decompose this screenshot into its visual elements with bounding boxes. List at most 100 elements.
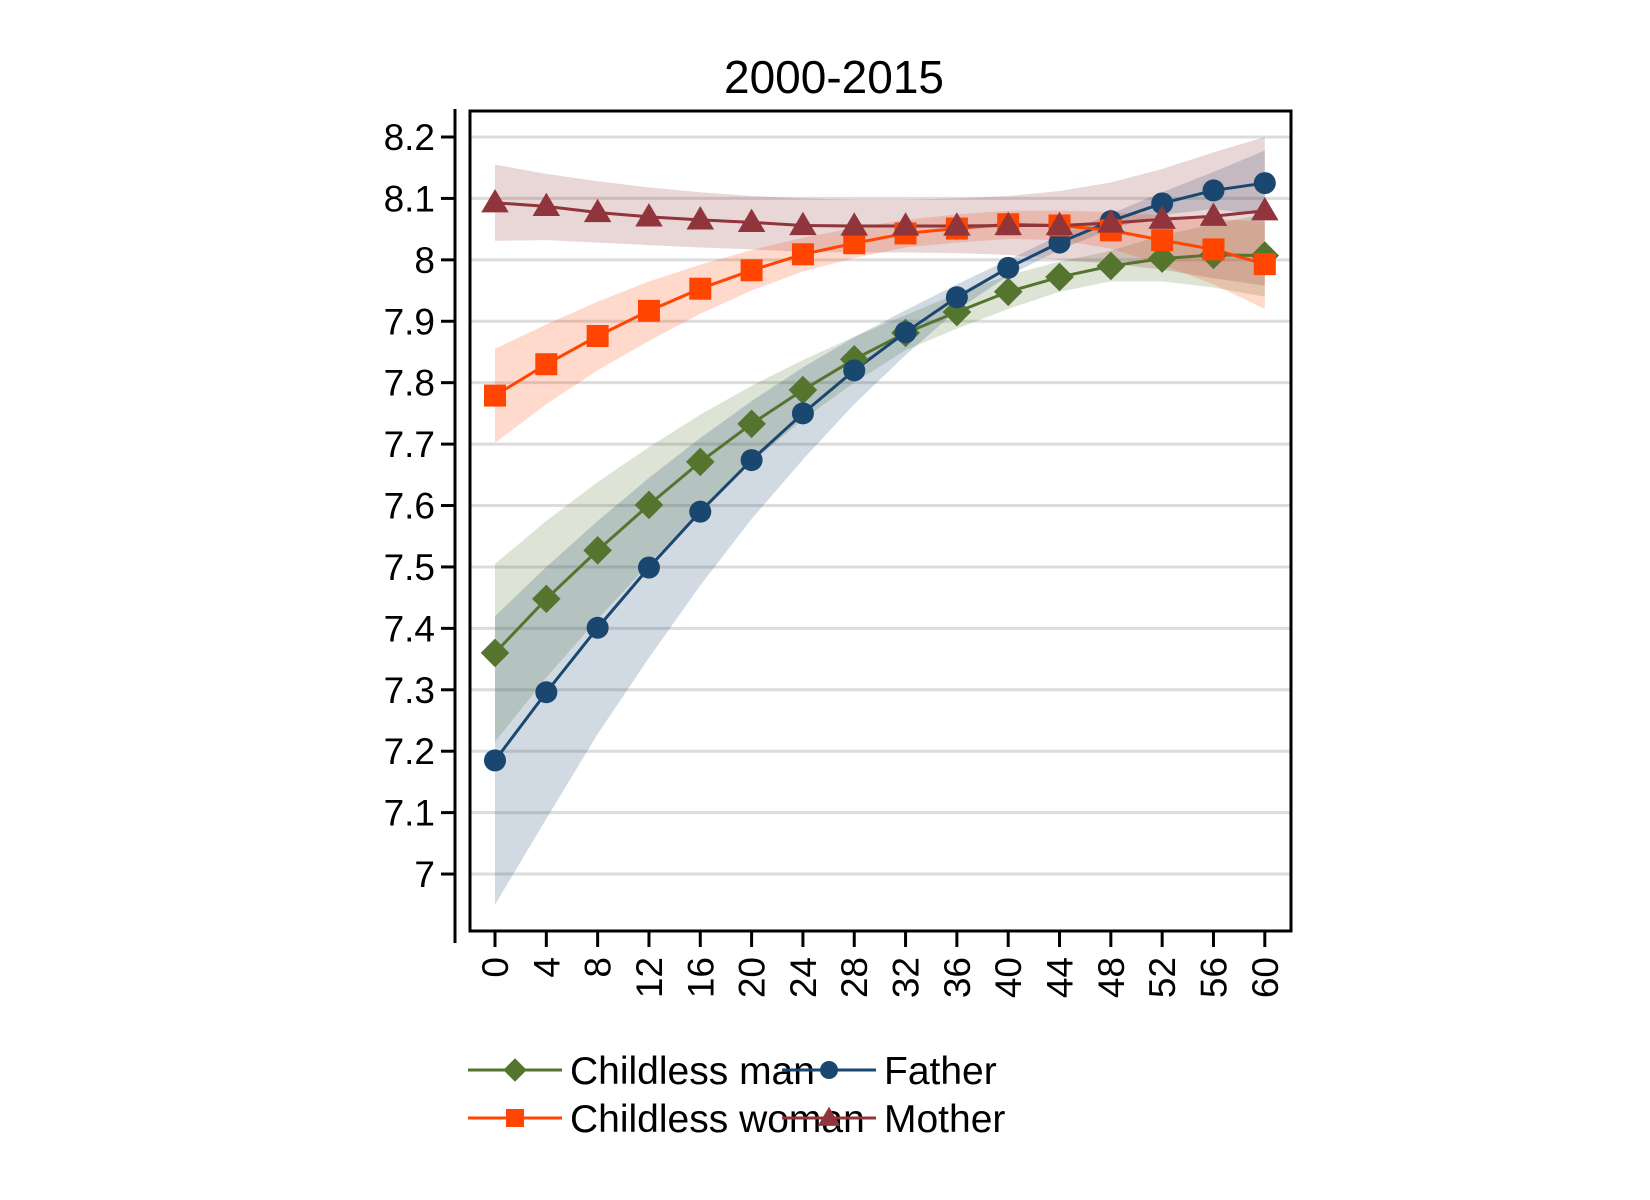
data-point-father <box>843 359 866 382</box>
data-point-childless-man <box>839 345 869 374</box>
line-childless-woman <box>494 222 1266 397</box>
data-point-mother <box>481 188 509 213</box>
data-point-father <box>1253 172 1276 195</box>
y-tick-label: 7.3 <box>384 670 435 711</box>
y-tick-label: 7.9 <box>384 301 435 342</box>
data-point-childless-woman <box>843 232 866 255</box>
data-point-mother <box>891 212 920 236</box>
y-tick-label: 7.7 <box>384 424 435 465</box>
markers-father <box>484 172 1276 772</box>
legend-marker-triangle-icon <box>817 1106 841 1126</box>
data-point-childless-man <box>634 490 664 520</box>
y-tick-label: 7.8 <box>384 363 435 404</box>
data-point-childless-man <box>1147 244 1177 273</box>
y-tick-label: 8 <box>414 240 435 281</box>
x-axis: 0 4 8 12 16 20 24 28 32 36 40 44 48 52 56 60 <box>475 931 1286 998</box>
y-tick-label: 8.1 <box>384 178 435 219</box>
data-point-childless-woman <box>1253 253 1276 276</box>
legend-label: Childless man <box>570 1050 815 1093</box>
gridlines <box>470 135 1291 876</box>
line-childless-man <box>493 253 1265 654</box>
chart-title: 2000-2015 <box>724 51 944 103</box>
markers-mother <box>481 188 1279 236</box>
legend-marker-square-icon <box>506 1109 524 1127</box>
data-point-childless-woman <box>484 384 506 407</box>
x-tick-label: 0 <box>475 957 516 978</box>
y-axis: 7 7.1 7.2 7.3 7.4 7.5 7.6 7.7 7.8 7.9 8 8.1 8.2 <box>384 117 455 895</box>
data-point-mother <box>1148 205 1176 229</box>
data-point-childless-man <box>737 409 766 439</box>
data-point-childless-man <box>993 277 1023 307</box>
confidence-bands <box>495 137 1265 905</box>
line-mother <box>494 201 1265 228</box>
data-point-childless-woman <box>535 353 558 376</box>
plot-frame <box>468 109 1293 933</box>
data-point-father <box>535 681 558 704</box>
x-tick-label: 52 <box>1142 957 1183 998</box>
data-point-father <box>1048 231 1071 254</box>
legend-item-childless-woman: Childless woman <box>468 1098 865 1141</box>
data-point-mother <box>583 198 612 223</box>
y-tick-label: 7.2 <box>384 731 435 772</box>
ci-band-childless-man <box>495 213 1265 742</box>
x-tick-label: 36 <box>937 957 978 998</box>
x-tick-label: 40 <box>988 957 1029 998</box>
data-point-childless-woman <box>1202 238 1225 261</box>
data-point-father <box>1202 179 1225 202</box>
legend-marker-diamond-icon <box>503 1058 527 1082</box>
data-point-mother <box>943 212 971 236</box>
legend-marker-circle-icon <box>820 1061 838 1079</box>
data-point-childless-man <box>1096 251 1126 281</box>
x-tick-label: 32 <box>886 957 927 998</box>
y-tick-label: 8.2 <box>384 117 435 158</box>
data-point-father <box>1151 192 1174 215</box>
data-point-childless-man <box>685 447 715 477</box>
data-point-mother <box>737 208 766 232</box>
data-point-childless-man <box>583 536 612 565</box>
x-tick-label: 12 <box>629 957 670 998</box>
data-point-childless-woman <box>689 277 712 300</box>
data-point-childless-man <box>480 638 510 668</box>
data-point-mother <box>1199 202 1228 226</box>
data-point-childless-man <box>532 584 561 614</box>
x-tick-label: 56 <box>1193 957 1234 998</box>
legend-item-mother: Mother <box>782 1098 1005 1141</box>
y-tick-label: 7 <box>414 854 435 895</box>
data-point-father <box>894 321 917 344</box>
x-tick-label: 4 <box>526 957 567 978</box>
data-point-mother <box>840 212 868 236</box>
data-point-father <box>997 256 1020 279</box>
data-point-childless-man <box>788 375 818 405</box>
series-lines <box>493 181 1266 762</box>
ci-band-childless-woman <box>495 210 1265 443</box>
line-father <box>493 181 1266 762</box>
ci-band-father <box>495 150 1265 905</box>
data-point-childless-woman <box>637 299 660 322</box>
data-point-mother <box>789 211 817 236</box>
data-point-father <box>740 449 763 472</box>
data-point-childless-man <box>1045 262 1074 292</box>
data-point-childless-woman <box>1151 229 1174 252</box>
x-tick-label: 48 <box>1091 957 1132 998</box>
ci-band-mother <box>495 137 1265 286</box>
x-tick-label: 44 <box>1040 957 1081 998</box>
y-tick-label: 7.4 <box>384 608 435 649</box>
data-point-childless-woman <box>740 259 763 282</box>
x-tick-label: 20 <box>732 957 773 998</box>
data-point-father <box>791 402 814 425</box>
data-point-mother <box>1097 209 1125 233</box>
data-point-mother <box>994 211 1022 236</box>
data-point-childless-woman <box>586 325 609 348</box>
x-tick-label: 8 <box>578 957 619 978</box>
x-tick-label: 24 <box>783 957 824 998</box>
x-tick-label: 60 <box>1245 957 1286 998</box>
legend-item-childless-man: Childless man <box>468 1050 815 1093</box>
data-point-father <box>637 556 660 579</box>
x-tick-label: 16 <box>680 957 721 998</box>
data-point-mother <box>532 192 561 217</box>
data-point-childless-man <box>942 297 972 327</box>
data-point-mother <box>635 203 663 227</box>
data-point-mother <box>1045 211 1074 236</box>
data-point-father <box>945 286 968 309</box>
